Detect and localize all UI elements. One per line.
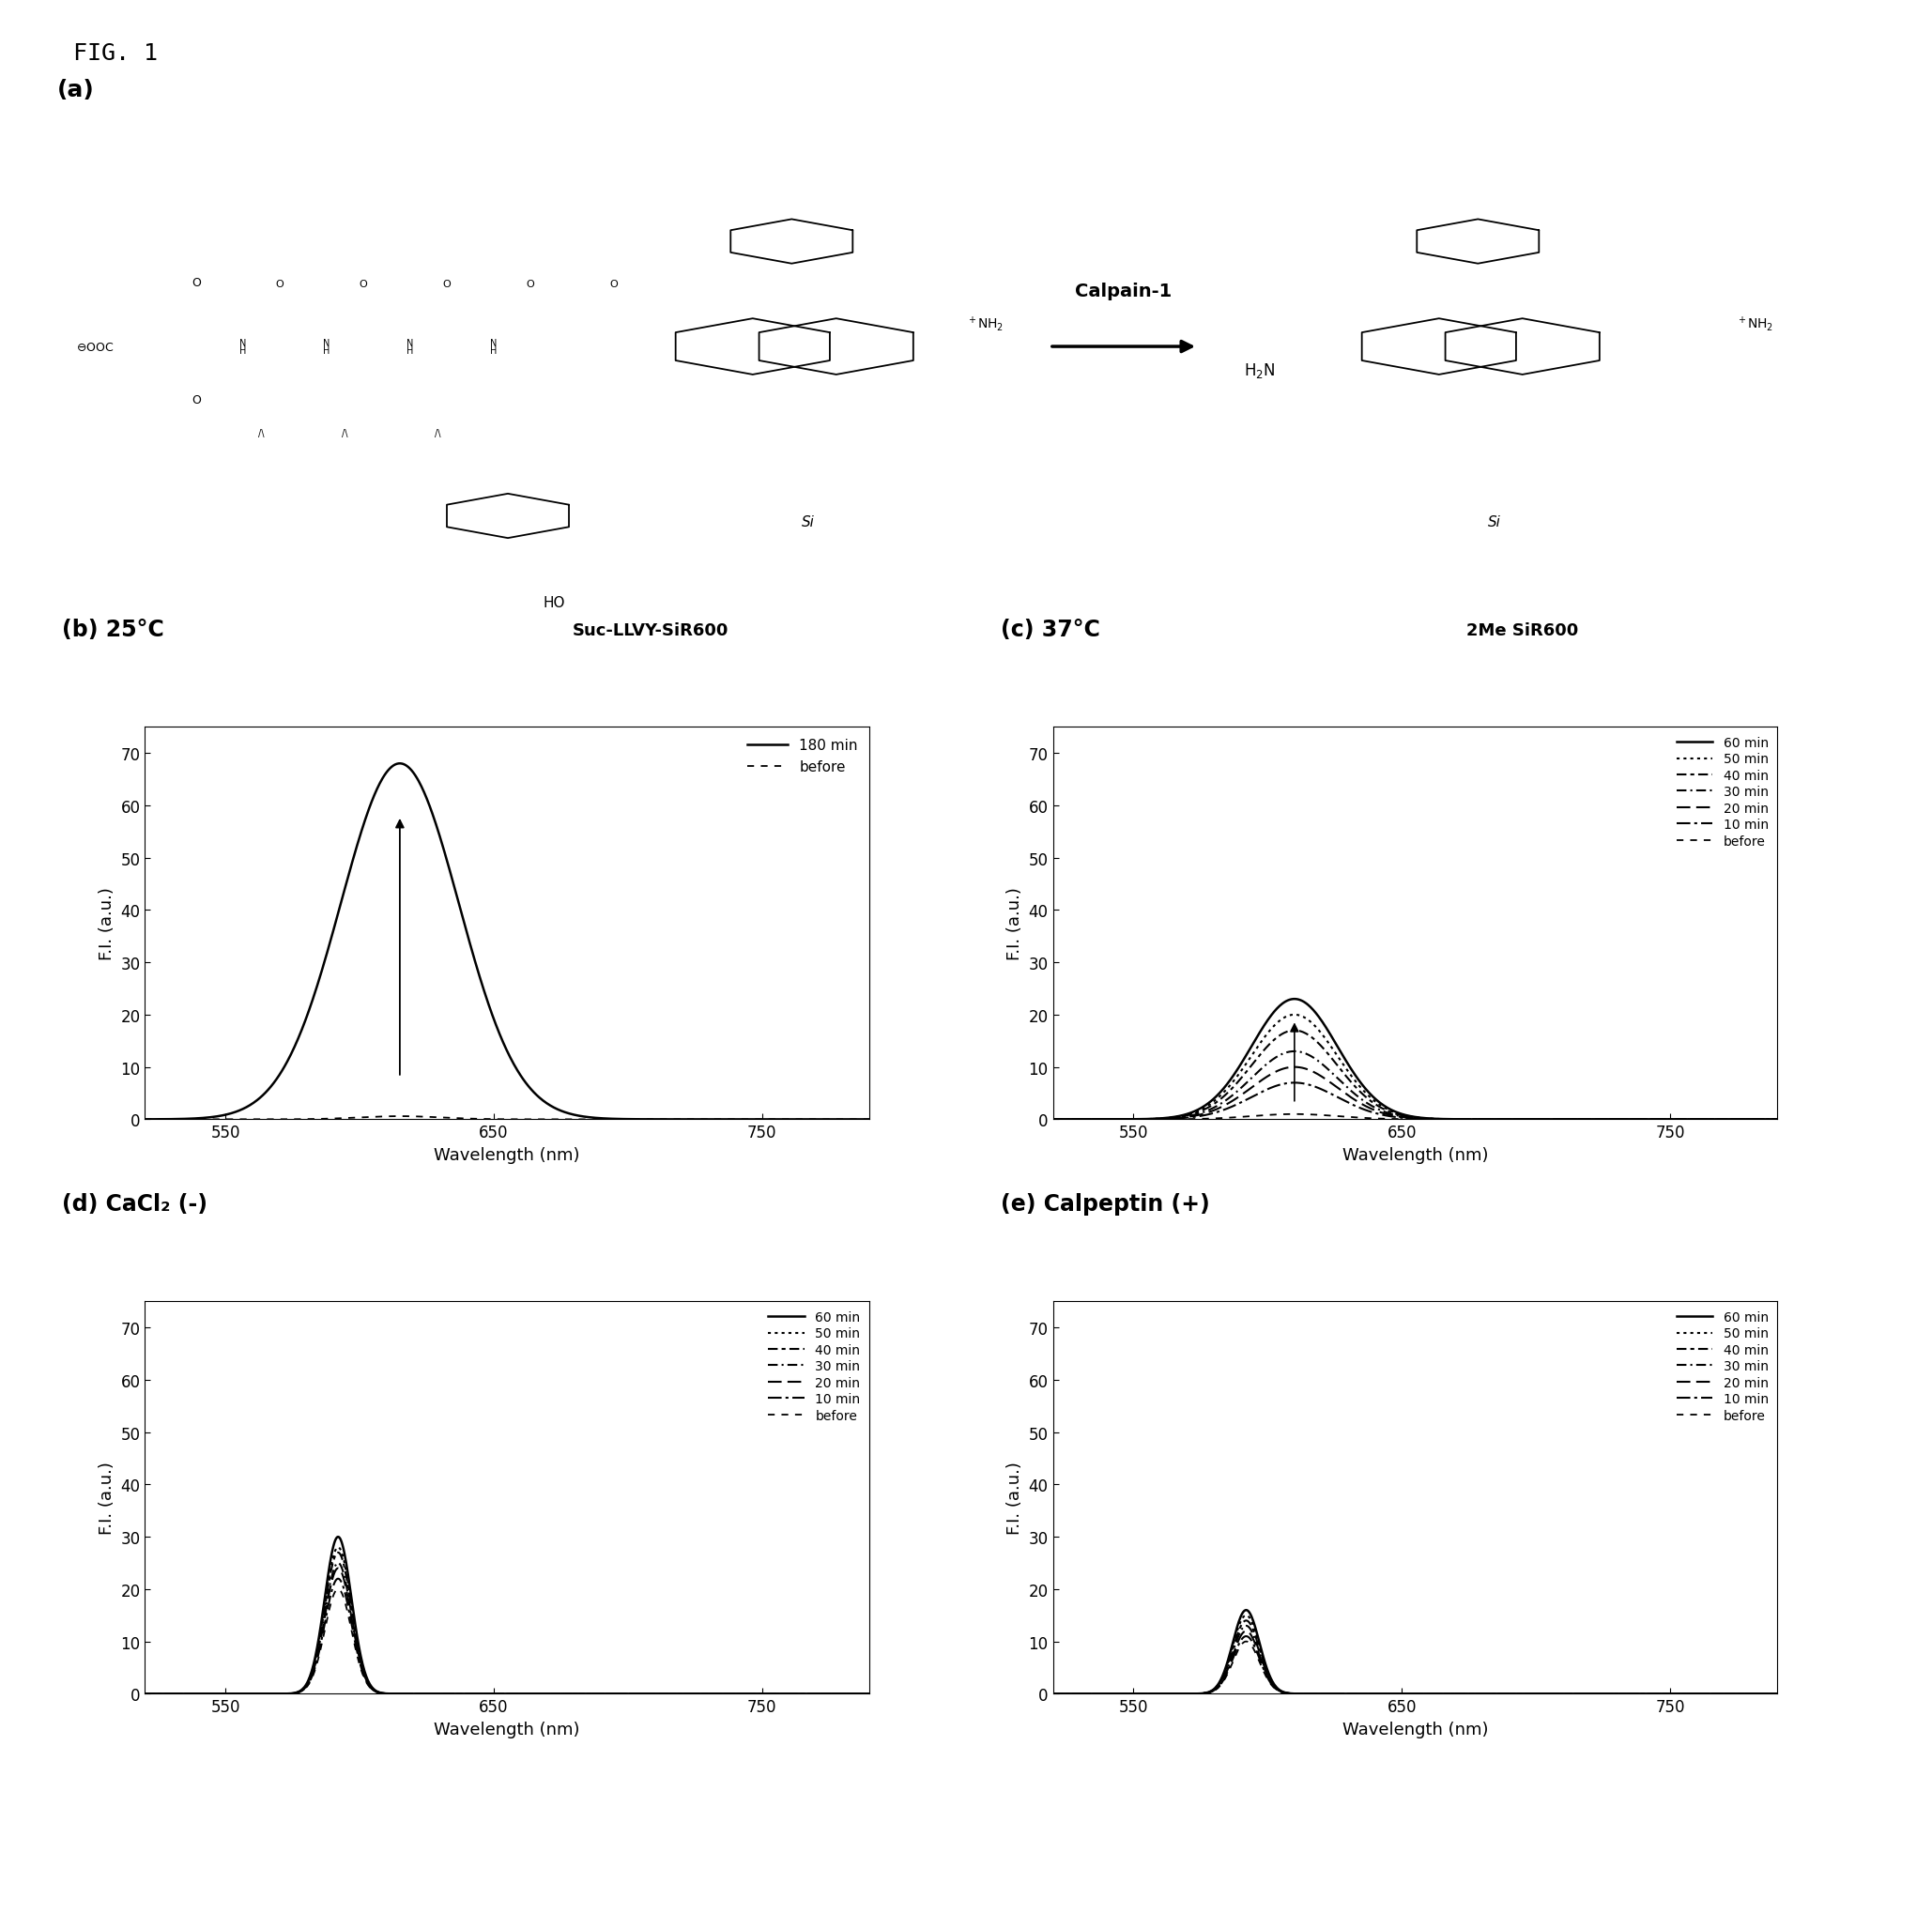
Text: /\: /\ <box>259 429 265 438</box>
Text: N
H: N H <box>240 339 245 356</box>
Text: O: O <box>191 394 201 406</box>
X-axis label: Wavelength (nm): Wavelength (nm) <box>435 1721 580 1738</box>
Text: FIG. 1: FIG. 1 <box>73 42 158 65</box>
Text: (a): (a) <box>58 78 95 101</box>
Text: O: O <box>609 279 618 289</box>
Legend: 60 min, 50 min, 40 min, 30 min, 20 min, 10 min, before: 60 min, 50 min, 40 min, 30 min, 20 min, … <box>1673 1307 1772 1424</box>
Legend: 60 min, 50 min, 40 min, 30 min, 20 min, 10 min, before: 60 min, 50 min, 40 min, 30 min, 20 min, … <box>1673 733 1772 850</box>
Text: (b) 25°C: (b) 25°C <box>62 618 164 641</box>
Legend: 180 min, before: 180 min, before <box>744 735 862 779</box>
Text: $^+$NH$_2$: $^+$NH$_2$ <box>1735 314 1774 333</box>
Text: (d) CaCl₂ (-): (d) CaCl₂ (-) <box>62 1192 207 1215</box>
Text: O: O <box>526 279 535 289</box>
X-axis label: Wavelength (nm): Wavelength (nm) <box>1343 1721 1488 1738</box>
Text: Si: Si <box>802 515 815 530</box>
X-axis label: Wavelength (nm): Wavelength (nm) <box>435 1146 580 1164</box>
Y-axis label: F.I. (a.u.): F.I. (a.u.) <box>1007 886 1024 961</box>
Text: H$_2$N: H$_2$N <box>1244 362 1275 381</box>
Text: $^+$NH$_2$: $^+$NH$_2$ <box>966 314 1005 333</box>
Y-axis label: F.I. (a.u.): F.I. (a.u.) <box>99 1460 116 1535</box>
Text: N
H: N H <box>489 339 497 356</box>
Text: (e) Calpeptin (+): (e) Calpeptin (+) <box>1001 1192 1209 1215</box>
Text: Calpain-1: Calpain-1 <box>1076 283 1173 300</box>
Text: /\: /\ <box>435 429 440 438</box>
Text: (c) 37°C: (c) 37°C <box>1001 618 1099 641</box>
Text: Suc-LLVY-SiR600: Suc-LLVY-SiR600 <box>572 622 728 639</box>
Text: O: O <box>276 279 284 289</box>
Legend: 60 min, 50 min, 40 min, 30 min, 20 min, 10 min, before: 60 min, 50 min, 40 min, 30 min, 20 min, … <box>765 1307 864 1424</box>
Text: O: O <box>359 279 367 289</box>
Text: Si: Si <box>1488 515 1501 530</box>
Y-axis label: F.I. (a.u.): F.I. (a.u.) <box>1007 1460 1024 1535</box>
Y-axis label: F.I. (a.u.): F.I. (a.u.) <box>99 886 116 961</box>
X-axis label: Wavelength (nm): Wavelength (nm) <box>1343 1146 1488 1164</box>
Text: /\: /\ <box>342 429 348 438</box>
Text: $\ominus$OOC: $\ominus$OOC <box>75 341 114 354</box>
Text: N
H: N H <box>406 339 413 356</box>
Text: O: O <box>442 279 450 289</box>
Text: HO: HO <box>543 595 566 611</box>
Text: 2Me SiR600: 2Me SiR600 <box>1466 622 1578 639</box>
Text: O: O <box>191 278 201 289</box>
Text: N
H: N H <box>323 339 330 356</box>
